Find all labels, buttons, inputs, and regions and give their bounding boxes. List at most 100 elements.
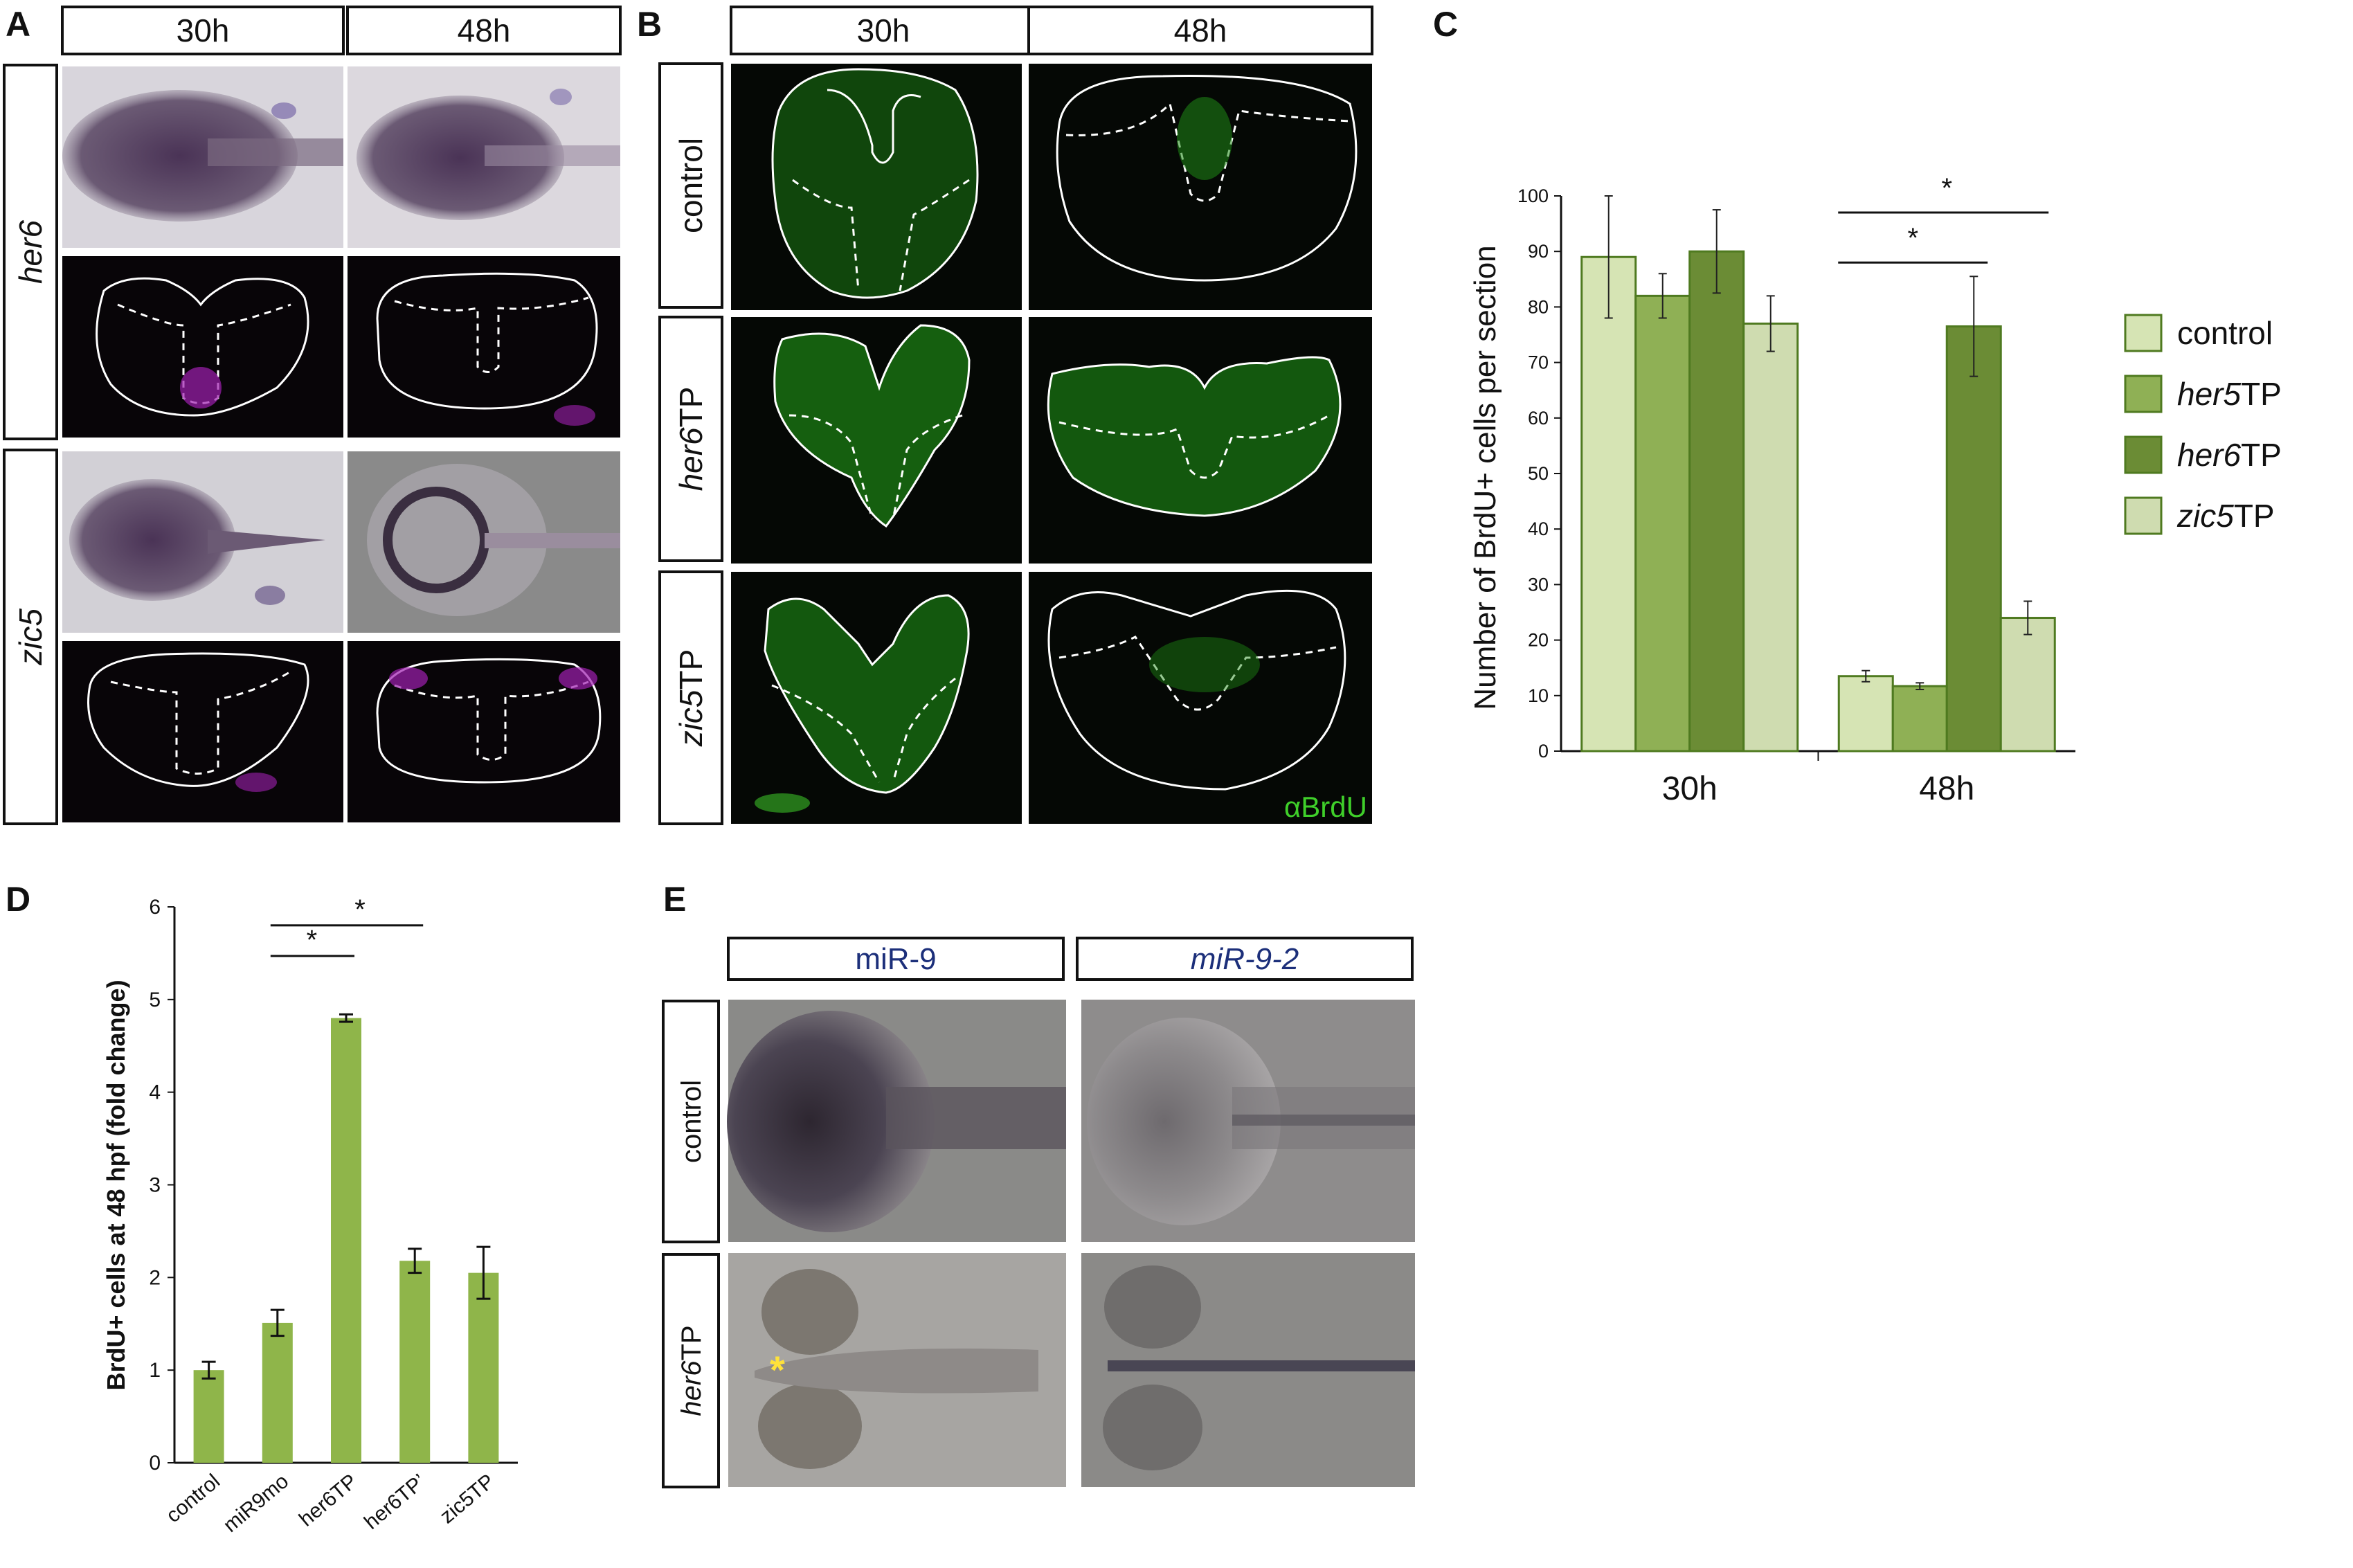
panel-c-bar bbox=[1837, 675, 1894, 753]
panel-a-zic5-30h-section bbox=[62, 641, 343, 822]
panel-b-control-48h-image bbox=[1029, 64, 1372, 310]
panel-d-bar bbox=[399, 1261, 431, 1463]
panel-d: D BrdU+ cells at 48 hpf (fold change) 0 1… bbox=[6, 880, 518, 1537]
panel-d-ytick-label: 4 bbox=[149, 1081, 161, 1104]
panel-d-category-label: miR9mo bbox=[219, 1470, 294, 1537]
panel-c-ytick-label: 90 bbox=[1528, 241, 1549, 262]
panel-d-category-label: control bbox=[162, 1470, 224, 1527]
panel-c-significance-star: * bbox=[1907, 223, 1918, 253]
panel-d-category-label: her6TP bbox=[295, 1470, 362, 1531]
panel-e-col-header-2-box bbox=[1076, 937, 1414, 981]
panel-d-bar bbox=[468, 1272, 499, 1463]
panel-b-row-zic5tp-label: zic5TP bbox=[673, 649, 709, 748]
panel-e-asterisk: * bbox=[770, 1348, 785, 1391]
panel-b-row-her6tp-label: her6TP bbox=[673, 387, 709, 492]
panel-c-legend-swatch bbox=[2124, 314, 2163, 352]
panel-c-ytick-label: 20 bbox=[1528, 630, 1549, 651]
panel-b-col-header-2: 48h bbox=[1174, 12, 1227, 48]
panel-a-row-zic5-box bbox=[3, 449, 58, 825]
panel-c-category-label: 30h bbox=[1662, 771, 1718, 807]
panel-c: C Number of BrdU+ cells per section 0 10 2… bbox=[1433, 5, 2282, 807]
panel-c-chart: 0 10 20 30 40 50 60 70 80 90 100 30h 48h * * bbox=[1517, 173, 2075, 807]
panel-c-bar bbox=[1580, 255, 1637, 753]
panel-c-ytick-label: 10 bbox=[1528, 685, 1549, 706]
panel-c-ytick-label: 50 bbox=[1528, 463, 1549, 484]
panel-d-ytick-label: 6 bbox=[149, 896, 161, 919]
panel-a-her6-48h-wholemount bbox=[348, 66, 620, 248]
panel-a: A 30h 48h her6 zic5 bbox=[3, 5, 622, 825]
panel-c-bar bbox=[1945, 325, 2002, 753]
panel-c-ytick-label: 0 bbox=[1538, 741, 1549, 762]
panel-a-col-header-2: 48h bbox=[458, 12, 511, 48]
panel-c-legend-swatch bbox=[2124, 496, 2163, 535]
panel-e-her6tp-mir9-image: * bbox=[728, 1253, 1066, 1487]
panel-a-label: A bbox=[6, 5, 30, 44]
panel-e-row-her6tp-box bbox=[662, 1253, 720, 1488]
panel-b-row-her6tp-box bbox=[658, 316, 723, 562]
panel-b-label: B bbox=[637, 5, 662, 44]
panel-a-row-her6-label: her6 bbox=[12, 220, 48, 284]
panel-d-ytick-label: 2 bbox=[149, 1266, 161, 1289]
panel-e-row-control-label: control bbox=[676, 1080, 707, 1163]
panel-e: E miR-9 miR-9-2 control her6TP * bbox=[662, 880, 1415, 1488]
panel-c-bar bbox=[1634, 294, 1691, 753]
panel-c-legend: control her5TP her6TP zic5TP bbox=[2124, 314, 2282, 535]
panel-b-row-control-box bbox=[658, 62, 723, 309]
panel-a-col-header-2-box bbox=[346, 6, 622, 55]
panel-b-zic5tp-30h-image bbox=[731, 572, 1022, 824]
panel-b-col-header-1: 30h bbox=[857, 12, 910, 48]
panel-b-col-header-1-box bbox=[730, 6, 1037, 55]
panel-b: B 30h 48h control her6TP zic5TP bbox=[637, 5, 1373, 825]
panel-b-row-control-label: control bbox=[673, 138, 709, 233]
panel-c-significance-star: * bbox=[1941, 173, 1952, 204]
panel-a-col-header-1: 30h bbox=[177, 12, 230, 48]
panel-c-legend-swatch bbox=[2124, 375, 2163, 413]
panel-d-category-label: zic5TP bbox=[435, 1470, 498, 1528]
panel-b-zic5tp-48h-image: αBrdU bbox=[1029, 572, 1372, 824]
panel-a-row-zic5-label: zic5 bbox=[12, 609, 48, 666]
panel-d-label: D bbox=[6, 880, 30, 919]
panel-d-significance-star: * bbox=[307, 925, 318, 955]
panel-c-bar bbox=[1688, 250, 1745, 753]
panel-a-zic5-30h-wholemount bbox=[62, 451, 343, 633]
panel-c-legend-label: her5TP bbox=[2177, 376, 2282, 412]
panel-d-category-label: her6TP’ bbox=[360, 1470, 431, 1534]
panel-c-ytick-label: 70 bbox=[1528, 352, 1549, 373]
panel-a-zic5-48h-section bbox=[348, 641, 620, 822]
panel-c-legend-swatch bbox=[2124, 435, 2163, 474]
panel-a-row-her6-box bbox=[3, 64, 58, 440]
panel-c-ytick-label: 100 bbox=[1517, 186, 1549, 206]
panel-a-zic5-48h-wholemount bbox=[348, 451, 620, 633]
panel-c-ytick-label: 60 bbox=[1528, 408, 1549, 429]
panel-e-control-mir9-image bbox=[727, 1000, 1066, 1242]
panel-c-category-label: 48h bbox=[1919, 771, 1974, 807]
panel-b-col-header-2-box bbox=[1027, 6, 1373, 55]
panel-c-ytick-label: 40 bbox=[1528, 519, 1549, 539]
panel-e-control-mir92-image bbox=[1081, 1000, 1415, 1242]
panel-d-bar bbox=[331, 1018, 361, 1463]
panel-d-ytick-label: 3 bbox=[149, 1174, 161, 1197]
panel-c-ytick-label: 30 bbox=[1528, 574, 1549, 595]
panel-d-ytick-label: 0 bbox=[149, 1452, 161, 1475]
panel-d-ytick-label: 1 bbox=[149, 1359, 161, 1382]
panel-e-label: E bbox=[663, 880, 686, 919]
panel-b-row-zic5tp-box bbox=[658, 570, 723, 825]
panel-c-ytick-label: 80 bbox=[1528, 296, 1549, 317]
panel-a-her6-30h-wholemount bbox=[62, 66, 343, 248]
panel-c-ylabel: Number of BrdU+ cells per section bbox=[1468, 245, 1502, 710]
panel-d-ylabel: BrdU+ cells at 48 hpf (fold change) bbox=[102, 980, 130, 1390]
panel-b-control-30h-image bbox=[731, 64, 1022, 310]
panel-e-row-control-box bbox=[662, 1000, 720, 1243]
panel-c-bar bbox=[1999, 617, 2056, 753]
panel-b-stain-label: αBrdU bbox=[1284, 791, 1367, 823]
panel-a-her6-30h-section bbox=[62, 256, 343, 438]
panel-e-col-header-2: miR-9-2 bbox=[1191, 942, 1299, 976]
panel-d-ytick-label: 5 bbox=[149, 989, 161, 1011]
panel-d-bar bbox=[262, 1322, 293, 1463]
panel-c-label: C bbox=[1433, 5, 1458, 44]
panel-a-her6-48h-section bbox=[348, 256, 620, 438]
panel-c-bar bbox=[1891, 685, 1948, 753]
panel-d-significance-star: * bbox=[354, 894, 366, 925]
